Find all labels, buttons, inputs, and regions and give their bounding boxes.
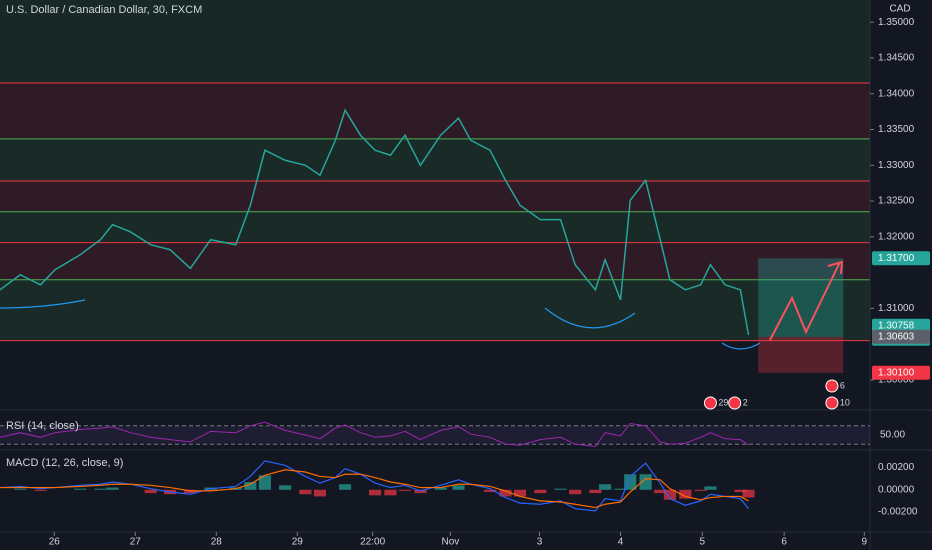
histogram-bar <box>654 489 667 494</box>
y-tick-label: 1.30000 <box>878 375 915 386</box>
x-tick-label: 29 <box>292 537 304 548</box>
pattern-arc <box>0 299 86 309</box>
zone <box>0 83 870 139</box>
y-tick-label: 0.00000 <box>878 484 915 495</box>
y-tick-label: 1.32500 <box>878 196 915 207</box>
histogram-bar <box>258 475 271 490</box>
macd-title: MACD (12, 26, close, 9) <box>6 457 123 469</box>
histogram-bar <box>339 484 352 490</box>
price-tag <box>872 365 930 380</box>
histogram-bar <box>534 489 547 494</box>
price-tag <box>872 251 930 266</box>
y-tick-label: -0.00200 <box>878 507 918 518</box>
histogram-bar <box>244 482 257 490</box>
position-stop <box>758 336 844 373</box>
zone <box>0 242 870 280</box>
x-tick-label: 26 <box>49 537 61 548</box>
x-tick-label: 6 <box>781 537 787 548</box>
series-line <box>0 108 750 336</box>
histogram-bar <box>599 484 612 490</box>
histogram-bar <box>34 489 47 491</box>
histogram-bar <box>554 488 567 490</box>
histogram-bar <box>569 489 582 495</box>
histogram-bar <box>144 489 157 494</box>
histogram-bar <box>499 489 512 497</box>
x-tick-label: Nov <box>441 537 459 548</box>
series-line <box>0 460 749 512</box>
rsi-title: RSI (14, close) <box>6 420 79 432</box>
event-badge <box>728 396 742 410</box>
histogram-bar <box>279 485 292 490</box>
y-tick-label: 1.31000 <box>878 303 915 314</box>
price-tag-label: 1.30758 <box>878 320 915 331</box>
series-line <box>0 469 749 509</box>
histogram-bar <box>106 487 119 490</box>
projection-arrow <box>769 260 844 341</box>
x-tick-label: 9 <box>862 537 868 548</box>
histogram-bar <box>299 489 312 495</box>
price-tag-label: 1.30603 <box>878 331 915 342</box>
histogram-bar <box>74 488 87 490</box>
histogram-bar <box>452 485 465 490</box>
y-tick-label: 1.34000 <box>878 88 915 99</box>
histogram-bar <box>384 489 397 496</box>
histogram-bar <box>663 489 676 500</box>
x-tick-label: 3 <box>537 537 543 548</box>
y-tick-label: 50.00 <box>880 430 905 441</box>
event-badge <box>825 379 839 393</box>
histogram-bar <box>484 489 497 492</box>
histogram-bar <box>513 489 527 497</box>
event-badge <box>703 396 717 410</box>
y-tick-label: 1.35000 <box>878 17 915 28</box>
histogram-bar <box>313 489 327 497</box>
histogram-bar <box>14 488 27 490</box>
position-target <box>758 258 844 337</box>
series-line <box>0 421 749 448</box>
chart-title: U.S. Dollar / Canadian Dollar, 30, FXCM <box>6 4 202 16</box>
histogram-bar <box>694 489 707 491</box>
y-tick-label: 1.32000 <box>878 231 915 242</box>
histogram-bar <box>624 474 637 490</box>
zone <box>0 138 870 182</box>
histogram-bar <box>398 489 412 491</box>
histogram-bar <box>614 488 627 490</box>
histogram-bar <box>434 487 447 490</box>
zone <box>0 211 870 243</box>
histogram-bar <box>94 488 107 490</box>
histogram-bar <box>639 474 652 490</box>
zone <box>0 181 870 212</box>
price-tag <box>872 329 930 344</box>
x-tick-label: 22:00 <box>360 537 385 548</box>
y-tick-label: 1.33000 <box>878 160 915 171</box>
histogram-bar <box>742 489 755 498</box>
histogram-bar <box>589 489 602 494</box>
x-tick-label: 27 <box>130 537 142 548</box>
event-label: 10 <box>840 397 850 407</box>
histogram-bar <box>368 489 382 496</box>
currency-label: CAD <box>889 4 910 15</box>
y-tick-label: 1.33500 <box>878 124 915 135</box>
histogram-bar <box>704 486 717 490</box>
price-tag-label: 1.31700 <box>878 253 915 264</box>
rsi-band-fill <box>0 425 870 445</box>
y-tick-label: 0.00200 <box>878 462 915 473</box>
histogram-bar <box>679 489 692 499</box>
histogram-bar <box>734 489 747 492</box>
price-tag-label: 1.30100 <box>878 367 915 378</box>
event-label: 2 <box>743 397 748 407</box>
x-tick-label: 5 <box>700 537 706 548</box>
y-tick-label: 1.34500 <box>878 53 915 64</box>
pattern-arc <box>544 307 636 329</box>
zone <box>0 0 870 84</box>
event-label: 292 <box>718 397 733 407</box>
x-tick-label: 4 <box>618 537 624 548</box>
event-badge <box>825 396 839 410</box>
event-label: 6 <box>840 380 845 390</box>
pattern-arc <box>721 342 761 350</box>
x-tick-label: 28 <box>211 537 223 548</box>
zone <box>0 279 870 341</box>
